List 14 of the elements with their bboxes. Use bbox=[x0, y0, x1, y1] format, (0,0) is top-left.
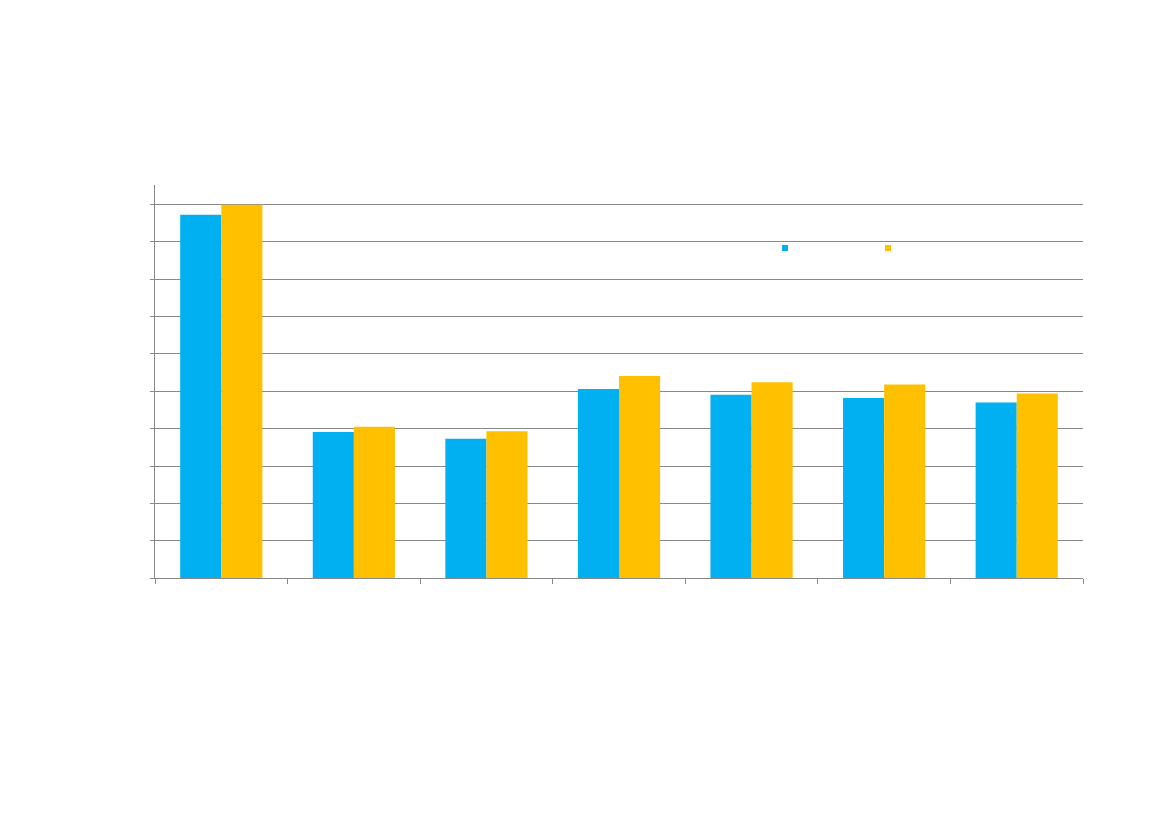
bar bbox=[975, 402, 1017, 578]
bar bbox=[312, 432, 354, 578]
bar bbox=[843, 398, 885, 578]
bar bbox=[180, 214, 222, 578]
bar bbox=[751, 382, 793, 578]
bar bbox=[1016, 393, 1058, 578]
bar bbox=[577, 389, 619, 578]
bar bbox=[884, 384, 926, 578]
bar bbox=[353, 426, 395, 578]
bar bbox=[710, 394, 752, 578]
bar bbox=[445, 438, 487, 578]
bar bbox=[486, 431, 528, 578]
bar bbox=[619, 376, 661, 578]
bar bbox=[221, 204, 263, 578]
